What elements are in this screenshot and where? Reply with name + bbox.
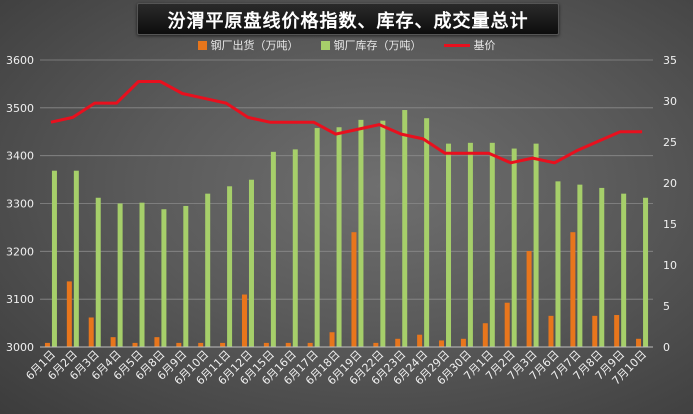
inventory-bar	[73, 170, 79, 347]
left-axis-tick-label: 3600	[6, 54, 34, 67]
shipment-bar	[351, 232, 357, 347]
shipment-bar	[460, 338, 466, 347]
shipment-bar	[88, 317, 94, 347]
inventory-bar	[314, 128, 320, 347]
shipment-bar	[373, 342, 379, 347]
inventory-bar	[424, 118, 430, 347]
shipment-bar	[220, 342, 226, 347]
title-banner: 汾渭平原盘线价格指数、库存、成交量总计	[137, 3, 559, 35]
shipment-bar	[548, 315, 554, 347]
shipment-bar	[132, 342, 138, 347]
inventory-bar	[139, 202, 145, 347]
shipment-bar	[482, 323, 488, 347]
right-axis-tick-label: 25	[663, 136, 677, 149]
inventory-bar	[621, 193, 627, 347]
legend: 钢厂出货（万吨） 钢厂库存（万吨） 基价	[0, 37, 693, 53]
shipment-bar	[329, 332, 335, 347]
shipment-bar	[241, 294, 247, 347]
shipment-bar	[263, 342, 269, 347]
left-axis-tick-label: 3000	[6, 341, 34, 354]
inventory-bar	[205, 193, 211, 347]
base-price-line	[50, 80, 643, 165]
inventory-bar	[51, 170, 57, 347]
legend-label-base-price: 基价	[473, 39, 496, 52]
right-axis-tick-label: 15	[663, 218, 677, 231]
inventory-bar	[183, 205, 189, 347]
inventory-bar	[161, 209, 167, 347]
legend-swatch-shipments	[197, 40, 207, 50]
left-axis-tick-label: 3500	[6, 102, 34, 115]
right-axis-tick-label: 35	[663, 54, 677, 67]
inventory-bar	[533, 143, 539, 347]
inventory-bar	[95, 197, 101, 347]
inventory-bar	[467, 142, 473, 347]
shipment-bar	[307, 342, 313, 347]
right-axis-tick-label: 20	[663, 177, 677, 190]
shipment-bar	[395, 338, 401, 347]
shipment-bar	[198, 342, 204, 347]
legend-label-inventory: 钢厂库存（万吨）	[333, 39, 422, 52]
inventory-bar	[402, 110, 408, 348]
inventory-bar	[555, 181, 561, 347]
inventory-bar	[511, 148, 517, 347]
legend-swatch-base-price	[443, 43, 470, 47]
legend-swatch-inventory	[320, 40, 330, 50]
inventory-bar	[380, 120, 386, 348]
shipment-bar	[66, 281, 72, 347]
shipment-bar	[285, 342, 291, 347]
chart-title: 汾渭平原盘线价格指数、库存、成交量总计	[167, 11, 529, 32]
inventory-bar	[227, 186, 233, 347]
inventory-bar	[270, 151, 276, 347]
left-axis-tick-label: 3100	[6, 293, 34, 306]
right-axis-tick-label: 10	[663, 259, 677, 272]
legend-item-shipments: 钢厂出货（万吨）	[197, 37, 299, 53]
shipment-bar	[526, 251, 532, 347]
inventory-bar	[336, 127, 342, 348]
left-axis-tick-label: 3200	[6, 245, 34, 258]
shipment-bar	[439, 340, 445, 347]
legend-label-shipments: 钢厂出货（万吨）	[210, 39, 299, 52]
inventory-bar	[292, 149, 298, 347]
inventory-bar	[489, 142, 495, 347]
shipment-bar	[614, 315, 620, 347]
inventory-bar	[577, 184, 583, 347]
shipment-bar	[592, 315, 598, 347]
shipment-bar	[570, 232, 576, 347]
inventory-bar	[599, 187, 605, 347]
inventory-bar	[643, 197, 649, 347]
right-axis-tick-label: 30	[663, 95, 677, 108]
legend-item-base-price: 基价	[443, 37, 496, 53]
left-axis-tick-label: 3300	[6, 198, 34, 211]
inventory-bar	[446, 143, 452, 347]
shipment-bar	[154, 337, 160, 347]
shipment-bar	[176, 342, 182, 347]
shipment-bar	[110, 337, 116, 347]
right-axis-tick-label: 5	[663, 300, 670, 313]
shipment-bar	[44, 342, 50, 347]
shipment-bar	[636, 338, 642, 347]
right-axis-tick-label: 0	[663, 341, 670, 354]
left-axis-tick-label: 3400	[6, 150, 34, 163]
inventory-bar	[117, 203, 123, 347]
inventory-bar	[248, 179, 254, 347]
shipment-bar	[417, 334, 423, 347]
inventory-bar	[358, 119, 364, 347]
legend-item-inventory: 钢厂库存（万吨）	[320, 37, 422, 53]
shipment-bar	[504, 302, 510, 347]
